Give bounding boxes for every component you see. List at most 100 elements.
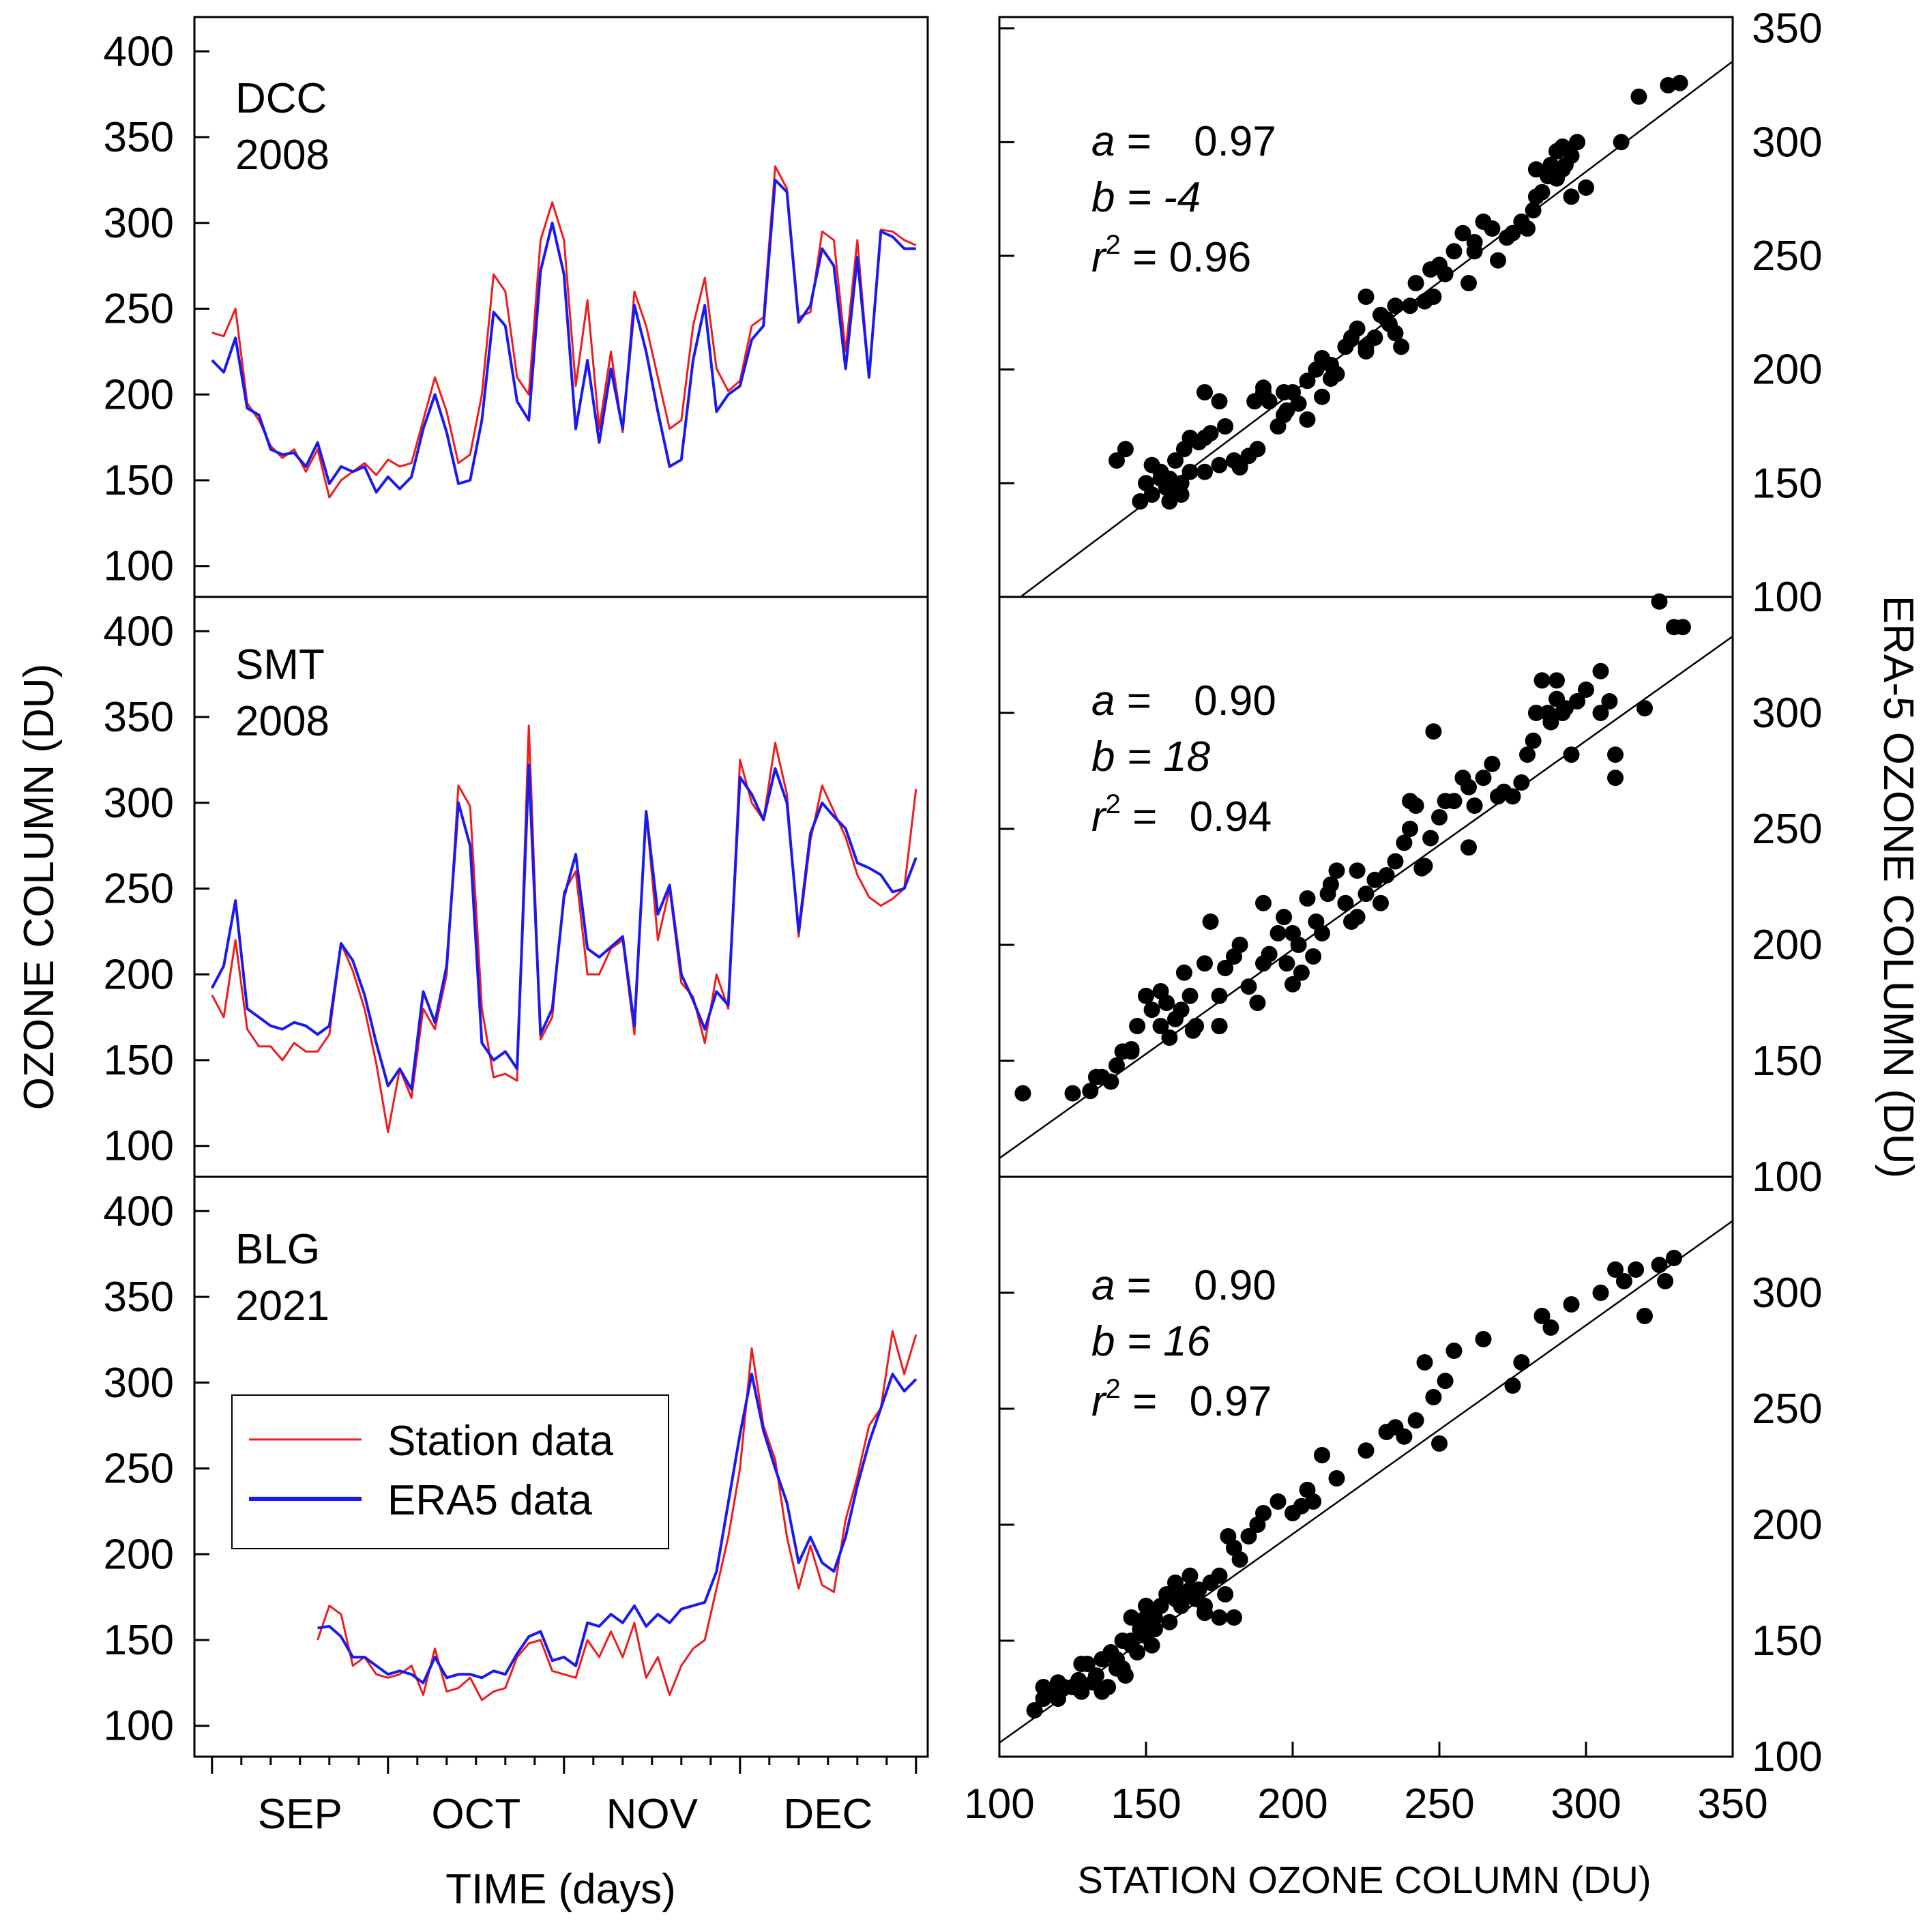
- scatter-point: [1490, 252, 1506, 269]
- scatter-point: [1422, 830, 1439, 847]
- legend-box: [231, 1394, 669, 1549]
- scatter-point: [1211, 456, 1228, 473]
- scatter-point: [1143, 1001, 1160, 1019]
- scatter-point: [1181, 1567, 1199, 1584]
- scatter-point: [1328, 862, 1345, 879]
- ts-panel-3-frame: [193, 1175, 929, 1758]
- scatter-point: [1184, 1022, 1201, 1039]
- legend-era5-label: ERA5 data: [387, 1477, 592, 1524]
- month-label-sep: SEP: [258, 1791, 342, 1838]
- ts-y-tick-label: 100: [104, 543, 174, 590]
- scatter-point: [1407, 1412, 1424, 1429]
- scatter-point: [1197, 429, 1213, 446]
- stat-a-value-3: 0.90: [1194, 1262, 1276, 1309]
- scatter-point: [1607, 746, 1624, 763]
- scatter-point: [1143, 1637, 1160, 1654]
- left-y-axis-title: OZONE COLUMN (DU): [16, 664, 63, 1110]
- scatter-point: [1337, 894, 1354, 911]
- scatter-point: [1299, 890, 1316, 907]
- scatter-point: [1123, 1043, 1140, 1060]
- scatter-point: [1211, 1567, 1228, 1584]
- ts-y-tick-label: 350: [104, 694, 174, 741]
- scatter-point: [1138, 987, 1154, 1004]
- month-label-nov: NOV: [606, 1791, 699, 1838]
- ts-y-tick-label: 150: [104, 1037, 174, 1084]
- scatter-point: [1402, 297, 1418, 314]
- sc-x-tick-label: 300: [1551, 1781, 1621, 1828]
- ts-y-tick-label: 350: [104, 114, 174, 161]
- sc-y-tick-label: 300: [1752, 690, 1822, 737]
- stat-b-2: b = 18: [1091, 733, 1211, 780]
- scatter-point: [1181, 463, 1199, 480]
- scatter-point: [1671, 74, 1688, 91]
- ts-y-tick-label: 400: [104, 28, 174, 75]
- scatter-point: [1152, 1018, 1169, 1034]
- scatter-point: [1527, 188, 1544, 205]
- scatter-point: [1161, 493, 1178, 510]
- ts-y-tick-label: 300: [104, 780, 174, 827]
- ts-y-tick-label: 400: [104, 608, 174, 655]
- scatter-point: [1381, 316, 1398, 332]
- scatter-point: [1217, 1586, 1234, 1602]
- scatter-point: [1563, 1296, 1580, 1313]
- scatter-point: [1542, 1319, 1559, 1336]
- stats-3: a = 0.90 b = 16 r2 = 0.97: [1091, 1262, 1276, 1425]
- scatter-point: [1175, 964, 1192, 981]
- scatter-point: [1158, 995, 1175, 1011]
- scatter-point: [1240, 978, 1257, 995]
- station-line-DCC: [211, 165, 917, 499]
- scatter-point: [1372, 894, 1389, 911]
- scatter-point: [1533, 1308, 1551, 1324]
- scatter-point: [1261, 946, 1278, 963]
- era5-line-DCC: [211, 178, 916, 494]
- scatter-point: [1117, 441, 1134, 458]
- month-label-oct: OCT: [431, 1791, 520, 1838]
- scatter-point: [1630, 88, 1647, 105]
- sc-x-tick-label: 350: [1697, 1781, 1767, 1828]
- scatter-point: [1167, 452, 1184, 469]
- scatter-point: [1527, 705, 1544, 721]
- scatter-point: [1636, 1308, 1653, 1324]
- scatter-point: [1431, 809, 1448, 825]
- scatter-point: [1014, 1085, 1031, 1102]
- sc-y-tick-label: 300: [1752, 119, 1822, 166]
- scatter-point: [1475, 770, 1492, 787]
- scatter-point: [1357, 289, 1375, 305]
- scatter-point: [1123, 1637, 1140, 1654]
- scatter-point: [1542, 714, 1559, 731]
- stat-a-value-1: 0.97: [1194, 118, 1276, 165]
- scatter-point: [1563, 188, 1580, 205]
- ticks-layer: 100 150 200 250 300 350 400 100 150 200 250 300 350 4…: [104, 5, 1823, 1838]
- scatter-point: [1249, 995, 1266, 1011]
- stat-a-2: a = 0.90: [1091, 677, 1276, 724]
- sc-y-tick-label: 150: [1752, 1038, 1822, 1085]
- sc-y-tick-label: 200: [1752, 1502, 1822, 1549]
- scatter-point: [1050, 1674, 1066, 1691]
- sc-y-tick-label: 150: [1752, 460, 1822, 507]
- stat-a-value-2: 0.90: [1194, 677, 1276, 724]
- right-y-axis-title: ERA-5 OZONE COLUMN (DU): [1875, 596, 1922, 1178]
- stat-r2-2: r2 = 0.94: [1091, 789, 1272, 840]
- scatter-point: [1143, 456, 1160, 473]
- stat-r2-value-1: 0.96: [1169, 234, 1252, 281]
- scatter-point: [1314, 925, 1330, 941]
- scatter-point: [1674, 619, 1691, 636]
- sc-y-tick-label: 250: [1752, 233, 1822, 280]
- scatter-point: [1445, 243, 1463, 260]
- stat-r-label-1: r: [1091, 234, 1107, 281]
- scatter-point: [1290, 395, 1307, 412]
- scatter-point: [1226, 1609, 1242, 1626]
- sc-x-tick-label: 150: [1111, 1781, 1181, 1828]
- scatter-point: [1437, 265, 1454, 282]
- scatter-point: [1416, 1354, 1433, 1371]
- scatter-point: [1636, 700, 1653, 717]
- scatter-point: [1314, 1447, 1330, 1463]
- scatter-point: [1299, 372, 1316, 390]
- scatter-point: [1082, 1083, 1099, 1100]
- scatter-point: [1393, 338, 1410, 355]
- scatter-point: [1592, 662, 1609, 679]
- scatter-point: [1290, 937, 1307, 953]
- scatter-point: [1504, 788, 1521, 805]
- scatter-point: [1087, 1667, 1104, 1684]
- left-x-axis-title: TIME (days): [445, 1866, 676, 1913]
